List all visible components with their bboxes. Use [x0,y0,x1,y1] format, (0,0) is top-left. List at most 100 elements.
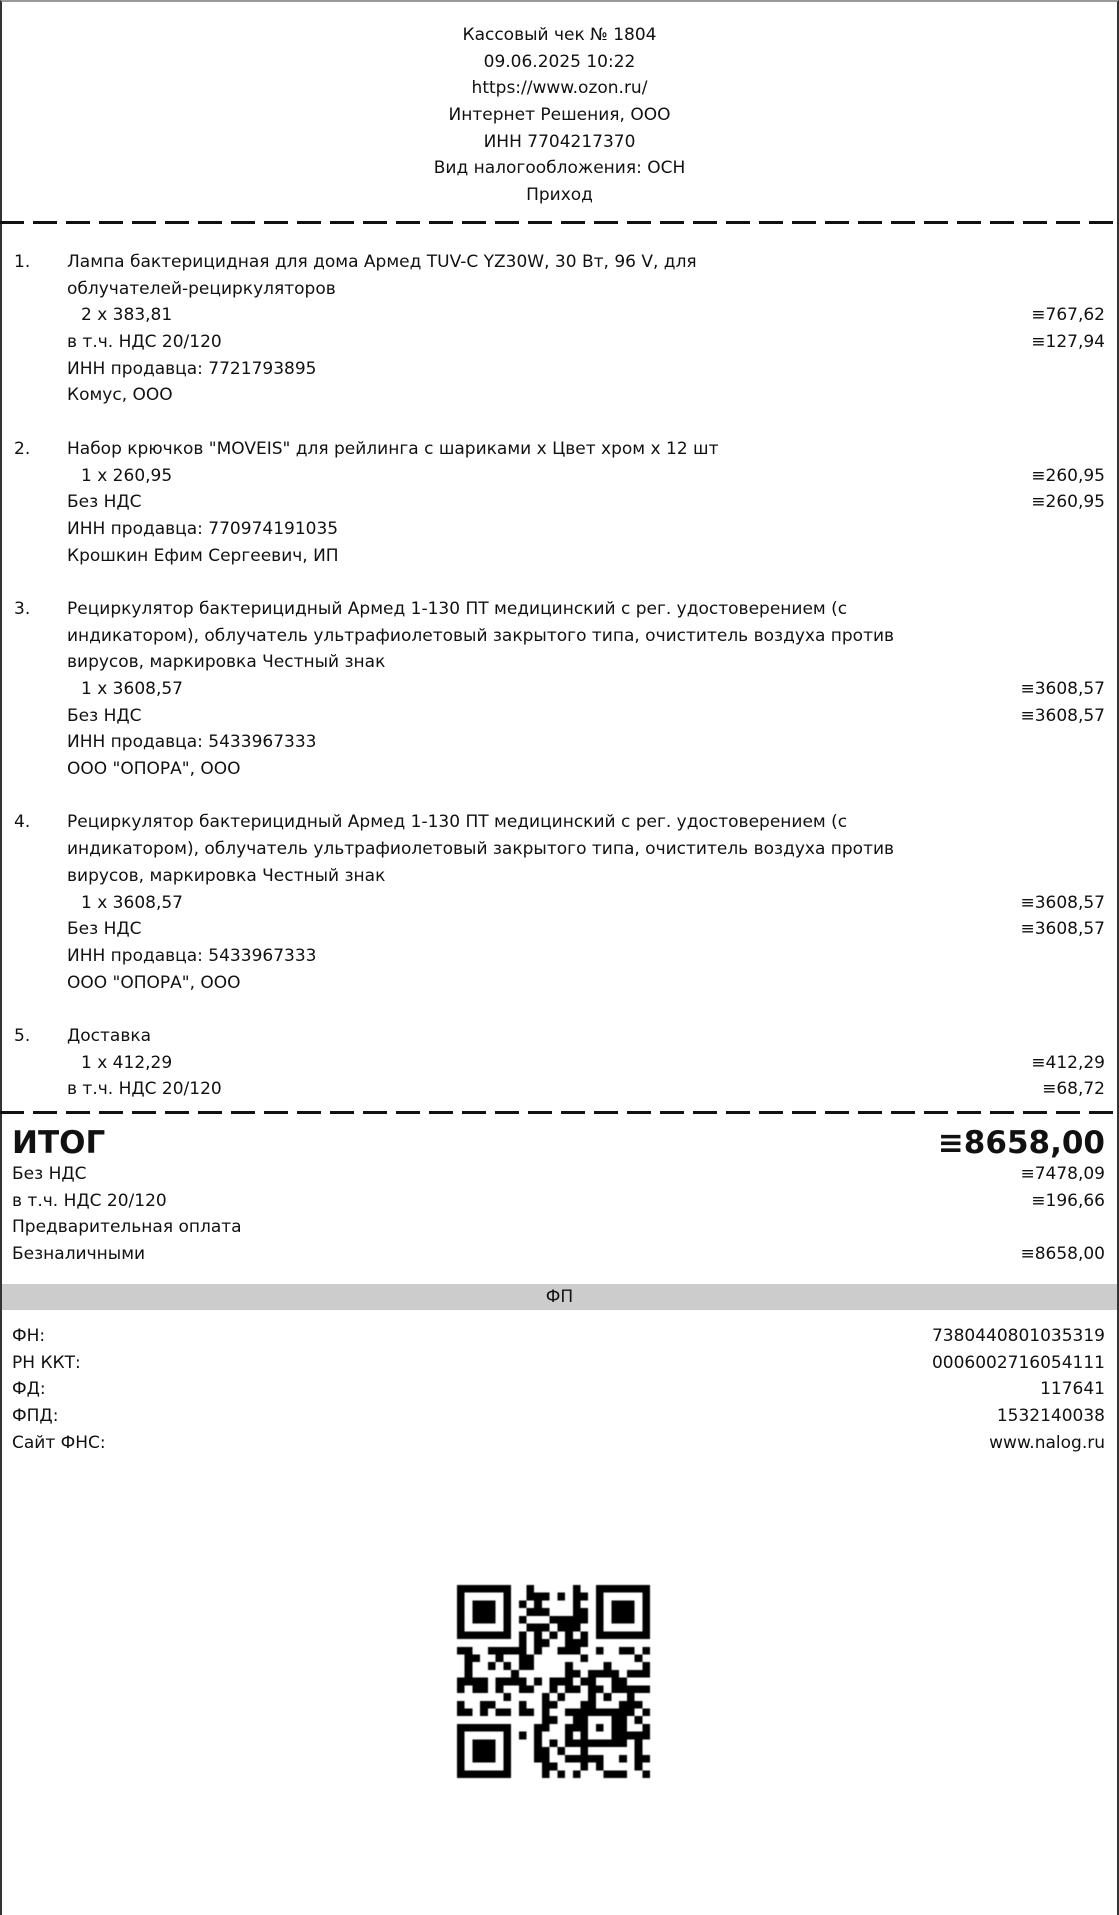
qr-module [619,1700,627,1709]
qr-module [595,1623,604,1632]
qr-module [642,1631,650,1640]
qr-module [534,1747,542,1755]
qr-module [565,1685,573,1694]
item-qty-value: ≡3608,57 [1020,679,1105,699]
fiscal-row-label: ФПД: [12,1406,59,1427]
qr-module [457,1585,465,1593]
qr-module [619,1731,627,1740]
item-qty-label: 1 x 3608,57 [81,892,183,913]
qr-module [464,1669,473,1678]
qr-module [626,1615,635,1624]
qr-module [518,1615,527,1624]
qr-module [526,1585,535,1593]
qr-module [487,1600,496,1609]
qr-module [565,1662,573,1670]
qr-module [580,1615,589,1624]
qr-module [457,1592,465,1601]
receipt-item: 2. Набор крючков "MOVEIS" для рейлинга с … [0,436,1119,569]
qr-module [611,1677,620,1686]
vat-row: в т.ч. НДС 20/120 ≡196,66 [12,1188,1105,1215]
qr-module [472,1654,481,1663]
qr-module [464,1654,473,1663]
qr-module [634,1585,643,1593]
fiscal-row-value: www.nalog.ru [989,1432,1105,1453]
fiscal-row-value: 1532140038 [996,1406,1105,1427]
qr-module [642,1669,650,1678]
qr-module [619,1723,627,1732]
qr-module [580,1747,589,1755]
item-number: 1. [14,252,31,272]
qr-module [503,1600,512,1609]
item-qty-value: ≡3608,57 [1020,892,1105,913]
fiscal-row-value: 7380440801035319 [931,1326,1105,1346]
qr-module [580,1708,589,1717]
item-number: 4. [14,812,31,833]
qr-module [495,1770,504,1778]
item-vat-value: ≡3608,57 [1020,919,1105,940]
item-body: Рециркулятор бактерицидный Армед 1-130 П… [67,809,1105,996]
qr-module [619,1708,627,1717]
qr-module [534,1754,542,1763]
seller-site-link[interactable]: https://www.ozon.ru/ [471,78,648,99]
qr-module [526,1623,535,1632]
item-vat-label: Без НДС [67,919,142,940]
qr-module [565,1669,573,1678]
fiscal-row-label: РН ККТ: [12,1352,81,1373]
qr-module [457,1685,465,1694]
qr-module [572,1754,581,1763]
qr-module [580,1654,589,1663]
qr-module [472,1585,481,1593]
qr-module [526,1708,535,1717]
qr-module [557,1592,566,1601]
qr-module [580,1723,589,1732]
qr-module [611,1770,620,1778]
item-qty: 1 x 3608,57 ≡3608,57 [67,890,1105,917]
qr-module [534,1639,542,1647]
qr-module [611,1685,620,1694]
qr-module [495,1708,504,1717]
qr-module [472,1770,481,1778]
item-qty: 2 x 383,81 ≡767,62 [67,302,1105,329]
qr-module [549,1615,558,1624]
qr-module [487,1585,496,1593]
qr-module [534,1646,542,1655]
qr-module [634,1716,643,1724]
qr-module [503,1754,512,1763]
qr-module [595,1754,604,1763]
qr-module [472,1608,481,1616]
qr-module [534,1677,542,1686]
qr-module [580,1677,589,1686]
item-body: Рециркулятор бактерицидный Армед 1-130 П… [67,596,1105,783]
qr-module [549,1700,558,1709]
qr-module [457,1646,465,1655]
qr-module [503,1723,512,1732]
qr-module [572,1592,581,1601]
no-vat-label: Без НДС [12,1164,87,1184]
fiscal-row-label: ФД: [12,1379,46,1400]
qr-module [642,1585,650,1593]
item-vat: Без НДС ≡3608,57 [67,916,1105,943]
item-vat-value: ≡3608,57 [1020,705,1105,726]
qr-module [611,1600,620,1609]
qr-module [549,1716,558,1724]
qr-module [457,1731,465,1740]
qr-module [518,1662,527,1670]
qr-module [580,1739,589,1748]
qr-module [595,1723,604,1732]
qr-module [634,1739,643,1748]
qr-module [557,1770,566,1778]
qr-module [642,1754,650,1763]
qr-module [588,1677,596,1686]
qr-module [503,1677,512,1686]
qr-module [588,1700,596,1709]
item-qty: 1 x 3608,57 ≡3608,57 [67,676,1105,703]
qr-module [595,1669,604,1678]
qr-module [603,1770,612,1778]
item-number: 5. [14,1025,31,1046]
qr-module [487,1739,496,1748]
qr-module [565,1739,573,1748]
qr-module [619,1677,627,1686]
qr-module [495,1631,504,1640]
tax-system: Вид налогообложения: ОСН [433,158,686,179]
